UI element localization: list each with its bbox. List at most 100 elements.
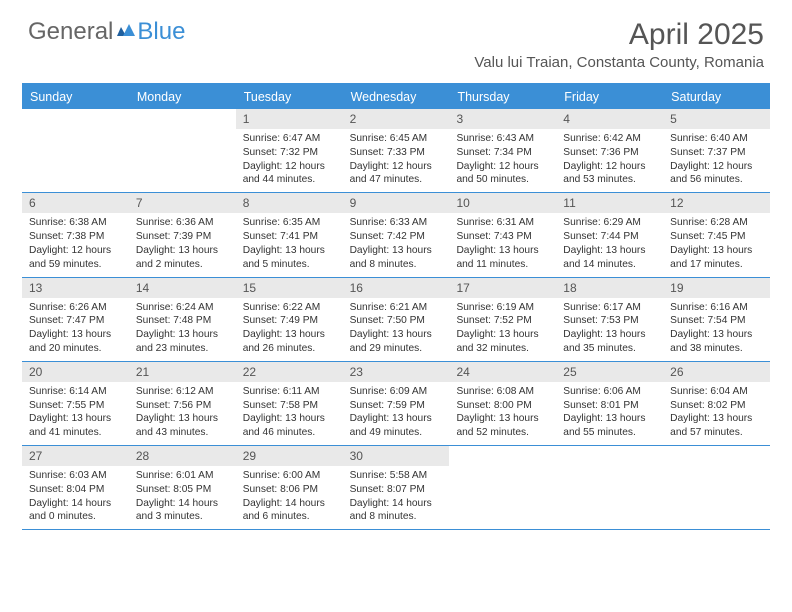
day-number: 23 <box>343 362 450 382</box>
day-number: 29 <box>236 446 343 466</box>
day-number: 10 <box>449 193 556 213</box>
day-number: 5 <box>663 109 770 129</box>
day-number: 21 <box>129 362 236 382</box>
sunrise-text: Sunrise: 6:40 AM <box>670 132 764 146</box>
sunset-text: Sunset: 8:01 PM <box>563 399 657 413</box>
daylight-text: Daylight: 12 hours and 56 minutes. <box>670 160 764 188</box>
day-number: 6 <box>22 193 129 213</box>
weeks-container: 1Sunrise: 6:47 AMSunset: 7:32 PMDaylight… <box>22 109 770 530</box>
cell-body: Sunrise: 6:47 AMSunset: 7:32 PMDaylight:… <box>236 129 343 192</box>
sunset-text: Sunset: 7:59 PM <box>350 399 444 413</box>
calendar-cell: 19Sunrise: 6:16 AMSunset: 7:54 PMDayligh… <box>663 278 770 361</box>
day-number: 14 <box>129 278 236 298</box>
cell-body: Sunrise: 6:16 AMSunset: 7:54 PMDaylight:… <box>663 298 770 361</box>
daylight-text: Daylight: 13 hours and 55 minutes. <box>563 412 657 440</box>
cell-body: Sunrise: 6:08 AMSunset: 8:00 PMDaylight:… <box>449 382 556 445</box>
calendar-cell: 24Sunrise: 6:08 AMSunset: 8:00 PMDayligh… <box>449 362 556 445</box>
day-header: Monday <box>129 85 236 109</box>
day-number: 17 <box>449 278 556 298</box>
calendar-cell: 25 Sunrise: 6:06 AMSunset: 8:01 PMDayligh… <box>556 362 663 445</box>
day-number: 19 <box>663 278 770 298</box>
week-row: 20Sunrise: 6:14 AMSunset: 7:55 PMDayligh… <box>22 362 770 446</box>
sunrise-text: Sunrise: 6:35 AM <box>243 216 337 230</box>
day-number: 26 <box>663 362 770 382</box>
cell-body: Sunrise: 6:35 AMSunset: 7:41 PMDaylight:… <box>236 213 343 276</box>
calendar-cell: 15Sunrise: 6:22 AMSunset: 7:49 PMDayligh… <box>236 278 343 361</box>
sunset-text: Sunset: 7:34 PM <box>456 146 550 160</box>
cell-body: Sunrise: 6:28 AMSunset: 7:45 PMDaylight:… <box>663 213 770 276</box>
sunrise-text: Sunrise: 6:04 AM <box>670 385 764 399</box>
calendar-cell: 14Sunrise: 6:24 AMSunset: 7:48 PMDayligh… <box>129 278 236 361</box>
daylight-text: Daylight: 14 hours and 3 minutes. <box>136 497 230 525</box>
sunrise-text: Sunrise: 6:43 AM <box>456 132 550 146</box>
daylight-text: Daylight: 14 hours and 0 minutes. <box>29 497 123 525</box>
cell-body: Sunrise: 6:22 AMSunset: 7:49 PMDaylight:… <box>236 298 343 361</box>
calendar-cell: 30Sunrise: 5:58 AMSunset: 8:07 PMDayligh… <box>343 446 450 529</box>
day-number: 13 <box>22 278 129 298</box>
cell-body: Sunrise: 6:03 AMSunset: 8:04 PMDaylight:… <box>22 466 129 529</box>
daylight-text: Daylight: 13 hours and 49 minutes. <box>350 412 444 440</box>
sunset-text: Sunset: 8:05 PM <box>136 483 230 497</box>
sunrise-text: Sunrise: 6:16 AM <box>670 301 764 315</box>
cell-body: Sunrise: 6:09 AMSunset: 7:59 PMDaylight:… <box>343 382 450 445</box>
day-number: 16 <box>343 278 450 298</box>
week-row: 1Sunrise: 6:47 AMSunset: 7:32 PMDaylight… <box>22 109 770 193</box>
logo-text-blue: Blue <box>137 18 185 46</box>
sunrise-text: Sunrise: 6:42 AM <box>563 132 657 146</box>
day-number: 25 <box>556 362 663 382</box>
day-number: 1 <box>236 109 343 129</box>
day-number: 3 <box>449 109 556 129</box>
sunset-text: Sunset: 7:54 PM <box>670 314 764 328</box>
sunrise-text: Sunrise: 6:24 AM <box>136 301 230 315</box>
week-row: 27Sunrise: 6:03 AMSunset: 8:04 PMDayligh… <box>22 446 770 530</box>
day-number: 24 <box>449 362 556 382</box>
daylight-text: Daylight: 14 hours and 8 minutes. <box>350 497 444 525</box>
cell-body: Sunrise: 6:01 AMSunset: 8:05 PMDaylight:… <box>129 466 236 529</box>
sunset-text: Sunset: 8:07 PM <box>350 483 444 497</box>
sunrise-text: Sunrise: 6:31 AM <box>456 216 550 230</box>
sunset-text: Sunset: 7:58 PM <box>243 399 337 413</box>
calendar-cell <box>22 109 129 192</box>
sunrise-text: Sunrise: 6:21 AM <box>350 301 444 315</box>
daylight-text: Daylight: 13 hours and 52 minutes. <box>456 412 550 440</box>
day-number: 12 <box>663 193 770 213</box>
daylight-text: Daylight: 13 hours and 26 minutes. <box>243 328 337 356</box>
calendar-cell <box>449 446 556 529</box>
day-number: 15 <box>236 278 343 298</box>
daylight-text: Daylight: 13 hours and 20 minutes. <box>29 328 123 356</box>
sunset-text: Sunset: 7:39 PM <box>136 230 230 244</box>
calendar-cell: 28Sunrise: 6:01 AMSunset: 8:05 PMDayligh… <box>129 446 236 529</box>
calendar-cell: 8Sunrise: 6:35 AMSunset: 7:41 PMDaylight… <box>236 193 343 276</box>
sunset-text: Sunset: 8:04 PM <box>29 483 123 497</box>
sunset-text: Sunset: 7:42 PM <box>350 230 444 244</box>
sunrise-text: Sunrise: 6:08 AM <box>456 385 550 399</box>
sunset-text: Sunset: 8:00 PM <box>456 399 550 413</box>
sunrise-text: Sunrise: 6:06 AM <box>563 385 657 399</box>
calendar-cell <box>129 109 236 192</box>
sunrise-text: Sunrise: 6:19 AM <box>456 301 550 315</box>
calendar-cell: 2Sunrise: 6:45 AMSunset: 7:33 PMDaylight… <box>343 109 450 192</box>
daylight-text: Daylight: 12 hours and 47 minutes. <box>350 160 444 188</box>
cell-body: Sunrise: 6:17 AMSunset: 7:53 PMDaylight:… <box>556 298 663 361</box>
day-header-row: Sunday Monday Tuesday Wednesday Thursday… <box>22 85 770 109</box>
calendar-cell: 12Sunrise: 6:28 AMSunset: 7:45 PMDayligh… <box>663 193 770 276</box>
daylight-text: Daylight: 12 hours and 50 minutes. <box>456 160 550 188</box>
sunset-text: Sunset: 7:38 PM <box>29 230 123 244</box>
daylight-text: Daylight: 14 hours and 6 minutes. <box>243 497 337 525</box>
cell-body: Sunrise: 6:26 AMSunset: 7:47 PMDaylight:… <box>22 298 129 361</box>
sunrise-text: Sunrise: 6:45 AM <box>350 132 444 146</box>
sunrise-text: Sunrise: 6:00 AM <box>243 469 337 483</box>
sunset-text: Sunset: 7:36 PM <box>563 146 657 160</box>
cell-body: Sunrise: 6:40 AMSunset: 7:37 PMDaylight:… <box>663 129 770 192</box>
sunrise-text: Sunrise: 6:14 AM <box>29 385 123 399</box>
calendar-cell: 29 Sunrise: 6:00 AMSunset: 8:06 PMDayligh… <box>236 446 343 529</box>
sunset-text: Sunset: 7:55 PM <box>29 399 123 413</box>
week-row: 6Sunrise: 6:38 AMSunset: 7:38 PMDaylight… <box>22 193 770 277</box>
sunset-text: Sunset: 7:33 PM <box>350 146 444 160</box>
day-number: 4 <box>556 109 663 129</box>
sunset-text: Sunset: 8:06 PM <box>243 483 337 497</box>
cell-body: Sunrise: 6:45 AMSunset: 7:33 PMDaylight:… <box>343 129 450 192</box>
location-subtitle: Valu lui Traian, Constanta County, Roman… <box>474 54 764 71</box>
sunrise-text: Sunrise: 6:01 AM <box>136 469 230 483</box>
daylight-text: Daylight: 13 hours and 5 minutes. <box>243 244 337 272</box>
